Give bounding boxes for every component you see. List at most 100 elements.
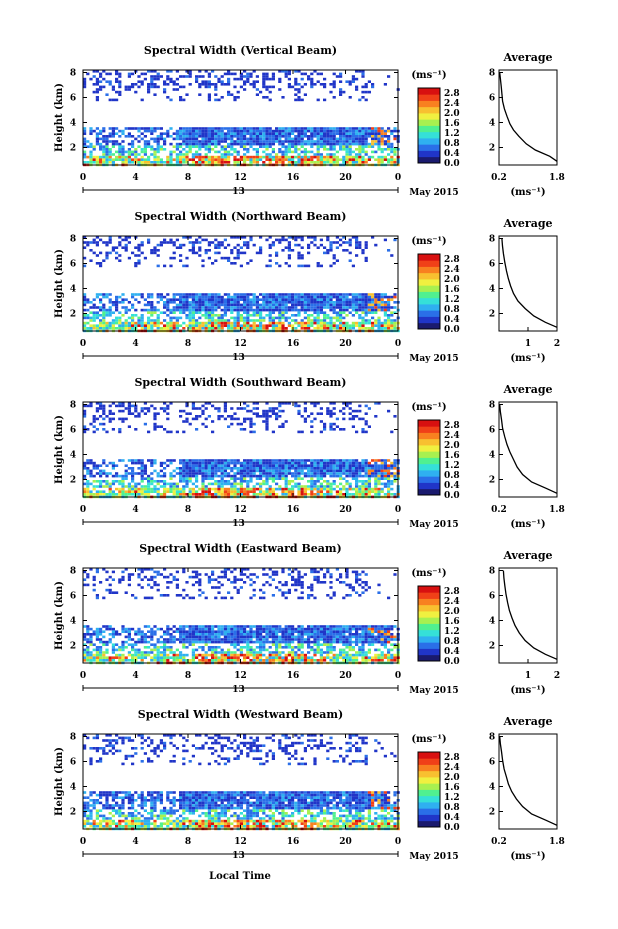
colorbar-segment [418,150,440,158]
y-tick-label: 6 [70,426,76,436]
colorbar-tick-label: 2.4 [444,597,460,607]
colorbar-segment [418,629,440,637]
colorbar-segment [418,789,440,797]
avg-y-tick-label: 4 [489,119,495,129]
colorbar-tick-label: 2.8 [444,587,460,597]
colorbar-tick-label: 0.4 [444,149,460,159]
y-tick-label: 8 [70,567,76,577]
average-unit: (ms⁻¹) [510,353,545,364]
y-tick-label: 8 [70,401,76,411]
average-panel: Average 2 4 6 8 1 2 (ms⁻¹) [489,217,560,364]
day-label: 13 [232,187,245,197]
x-tick-label: 8 [185,837,191,847]
colorbar-tick-label: 0.0 [444,823,460,833]
average-title: Average [502,549,552,562]
y-axis-label: Height (km) [54,249,65,318]
colorbar-tick-label: 2.8 [444,753,460,763]
colorbar-segment [418,113,440,120]
avg-y-tick-label: 4 [489,451,495,461]
x-tick-label: 12 [234,173,247,183]
average-unit: (ms⁻¹) [510,851,545,862]
y-axis-label: Height (km) [54,83,65,152]
x-tick-label: 4 [132,671,138,681]
colorbar-unit: (ms⁻¹) [411,568,446,579]
colorbar-segment [418,119,440,126]
colorbar-segment [418,316,440,324]
colorbar-tick-label: 0.8 [444,803,460,813]
average-frame [498,733,558,830]
colorbar-segment [418,820,440,828]
avg-x-tick-label: 0.2 [491,837,507,847]
panel-3: Spectral Width (Southward Beam) 2 4 6 8 0 4 8 12… [54,376,565,530]
avg-y-tick-label: 2 [489,144,495,154]
colorbar-segment [418,438,440,446]
avg-x-tick-label: 1.8 [549,505,565,515]
colorbar-segment [418,470,440,477]
colorbar-frame [417,87,441,164]
average-title: Average [502,51,552,64]
average-profile-line [499,72,558,162]
colorbar-tick-label: 1.2 [444,129,460,139]
colorbar-segment [418,144,440,151]
x-tick-label: 4 [132,339,138,349]
colorbar-segment [418,783,440,790]
y-tick-label: 6 [70,260,76,270]
colorbar-segment [418,642,440,649]
colorbar-segment [418,777,440,784]
y-axis-label: Height (km) [54,747,65,816]
average-profile-line [499,736,558,826]
colorbar-unit: (ms⁻¹) [411,734,446,745]
y-tick-label: 4 [70,285,76,295]
avg-x-tick-label: 2 [554,671,560,681]
colorbar-segment [418,598,440,606]
y-tick-label: 4 [70,617,76,627]
y-tick-label: 2 [70,642,76,652]
avg-x-tick-label: 0.2 [491,173,507,183]
colorbar-segment [418,266,440,274]
colorbar-segment [418,463,440,471]
colorbar-segment [418,808,440,815]
colorbar-tick-label: 2.0 [444,441,460,451]
panel-title: Spectral Width (Westward Beam) [138,708,343,721]
average-profile-line [499,404,558,494]
day-label: 13 [232,685,245,695]
day-label: 13 [232,353,245,363]
y-tick-label: 4 [70,451,76,461]
colorbar-segment [418,420,440,427]
x-tick-label: 16 [287,671,300,681]
avg-x-tick-label: 1 [525,671,531,681]
colorbar-segment [418,648,440,656]
x-tick-label: 0 [80,837,86,847]
y-tick-label: 2 [70,476,76,486]
x-tick-label: 8 [185,339,191,349]
colorbar-tick-label: 2.8 [444,421,460,431]
average-panel: Average 2 4 6 8 0.2 1.8 (ms⁻¹) [489,383,565,530]
colorbar-tick-label: 1.2 [444,627,460,637]
x-tick-label: 12 [234,339,247,349]
colorbar-frame [417,253,441,330]
avg-y-tick-label: 4 [489,783,495,793]
colorbar-segment [418,611,440,618]
x-tick-label: 8 [185,505,191,515]
heatmap-cells [83,568,400,665]
colorbar-segment [418,451,440,458]
y-tick-label: 2 [70,310,76,320]
y-axis-label: Height (km) [54,415,65,484]
y-tick-label: 4 [70,783,76,793]
y-tick-label: 6 [70,758,76,768]
y-tick-label: 2 [70,808,76,818]
colorbar-tick-label: 0.8 [444,305,460,315]
colorbar-segment [418,802,440,809]
x-tick-label: 12 [234,671,247,681]
colorbar-segment [418,654,440,662]
colorbar-tick-label: 1.6 [444,451,460,461]
colorbar-segment [418,94,440,101]
colorbar-tick-label: 0.8 [444,471,460,481]
colorbar-segment [418,604,440,612]
y-tick-label: 2 [70,144,76,154]
average-unit: (ms⁻¹) [510,519,545,530]
x-tick-label: 0 [395,505,401,515]
panel-title: Spectral Width (Southward Beam) [134,376,346,389]
